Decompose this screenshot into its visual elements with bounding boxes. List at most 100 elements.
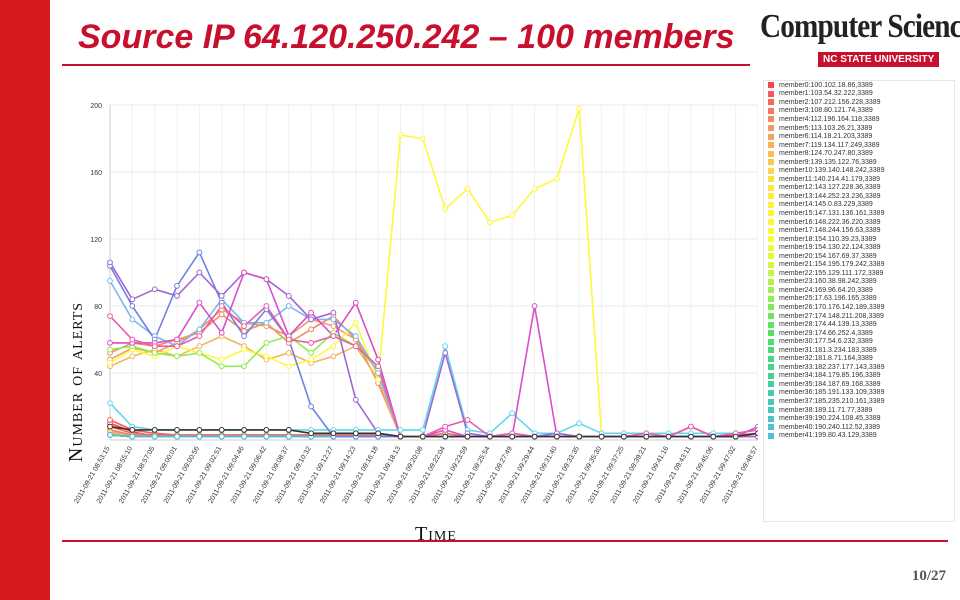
legend-swatch <box>768 304 774 311</box>
legend-label: member33:182.237.177.143,3389 <box>779 363 885 371</box>
y-tick-label: 120 <box>90 237 102 244</box>
legend-swatch <box>768 125 774 131</box>
data-point <box>151 350 158 356</box>
data-point <box>263 340 270 346</box>
data-point <box>419 427 426 433</box>
legend-item: member3:108.80.121.74,3389 <box>764 107 954 116</box>
data-point <box>151 427 158 433</box>
data-point <box>352 430 359 437</box>
page-number: 10/27 <box>911 568 946 584</box>
data-point <box>151 286 158 293</box>
data-point <box>285 363 292 370</box>
data-point <box>218 293 225 299</box>
data-point <box>330 430 337 437</box>
legend-swatch <box>768 201 774 208</box>
legend-item: member2:107.212.156.228,3389 <box>764 98 954 107</box>
series-lines <box>109 107 758 438</box>
data-point <box>352 333 359 340</box>
legend-label: member34:184.179.85.196,3389 <box>779 372 881 380</box>
data-point <box>308 350 315 356</box>
legend-item: member38:189.11.71.77,3389 <box>764 406 954 415</box>
data-point <box>442 205 449 212</box>
legend-label: member8:124.70.247.80,3389 <box>779 150 873 158</box>
chart-gridlines <box>109 104 758 441</box>
data-point <box>308 403 315 410</box>
legend-swatch <box>768 347 774 354</box>
legend-item: member36:185.191.133.109,3389 <box>764 389 954 398</box>
data-point <box>352 396 359 403</box>
y-tick-label: 40 <box>94 371 102 378</box>
data-point <box>308 316 315 323</box>
data-point <box>263 319 270 326</box>
legend-item: member10:139.140.148.242,3389 <box>764 166 954 175</box>
data-point <box>151 343 158 350</box>
legend-item: member31:181.3.234.183,3389 <box>764 346 954 355</box>
series-line <box>109 305 758 438</box>
data-point <box>263 303 270 309</box>
data-point <box>107 346 113 353</box>
legend-swatch <box>768 99 774 106</box>
legend-swatch <box>768 364 774 371</box>
legend-label: member35:184.187.69.168,3389 <box>779 380 881 388</box>
left-accent-bar <box>0 0 50 600</box>
legend-label: member0:100.102.18.86,3389 <box>779 81 873 89</box>
data-point <box>285 427 292 433</box>
legend-swatch <box>768 330 774 337</box>
series-line <box>109 345 758 435</box>
legend-label: member2:107.212.156.228,3389 <box>779 98 881 106</box>
data-point <box>688 423 694 430</box>
data-point <box>330 353 337 360</box>
data-point <box>509 212 516 219</box>
data-point <box>464 417 471 423</box>
data-point <box>419 433 426 440</box>
legend-swatch <box>768 142 774 149</box>
data-point <box>196 333 203 340</box>
legend-label: member21:154.195.179.242,3389 <box>779 261 885 269</box>
legend-label: member14:145.0.83.229,3389 <box>779 201 873 209</box>
y-tick-label: 200 <box>90 103 102 110</box>
series-line <box>109 313 758 438</box>
legend-swatch <box>768 270 774 277</box>
legend-item: member41:199.80.43.129,3389 <box>764 431 954 440</box>
legend-swatch <box>768 381 774 388</box>
data-point <box>397 132 404 138</box>
legend-label: member12:143.127.228.36,3389 <box>779 184 881 192</box>
data-point <box>129 427 136 433</box>
data-point <box>241 433 248 440</box>
legend-swatch <box>768 389 774 396</box>
data-point <box>129 316 136 323</box>
legend-swatch <box>768 313 774 320</box>
data-point <box>308 356 315 363</box>
legend-swatch <box>768 236 774 243</box>
data-point <box>241 346 248 353</box>
data-point <box>464 185 471 192</box>
data-point <box>375 363 382 370</box>
data-point <box>285 336 292 343</box>
legend-swatch <box>768 107 774 114</box>
legend-item: member14:145.0.83.229,3389 <box>764 201 954 210</box>
legend-swatch <box>768 184 774 191</box>
legend-item: member20:154.167.69.37,3389 <box>764 252 954 261</box>
legend-label: member9:139.135.122.76,3389 <box>779 158 877 166</box>
data-point <box>196 433 203 440</box>
legend-label: member25:17.63.196.165,3389 <box>779 295 877 303</box>
legend-swatch <box>768 424 774 431</box>
data-point <box>129 353 136 360</box>
legend-item: member18:154.110.39.23,3389 <box>764 235 954 244</box>
data-point <box>576 433 583 440</box>
data-point <box>129 336 136 343</box>
data-point <box>688 433 694 440</box>
data-point <box>107 313 113 320</box>
legend-item: member30:177.54.6.232,3389 <box>764 337 954 346</box>
data-point <box>174 283 180 289</box>
legend-item: member6:114.18.21.203,3389 <box>764 132 954 141</box>
alerts-line-chart: 40 80 120 160 200 2011-09-21 08:53:152011-09… <box>65 103 758 540</box>
data-point <box>554 433 560 440</box>
legend-swatch <box>768 398 774 405</box>
data-point <box>732 433 739 440</box>
series-line <box>109 425 758 438</box>
slide-title: Source IP 64.120.250.242 – 100 members <box>78 18 735 56</box>
data-point <box>129 303 136 309</box>
data-point <box>755 430 758 437</box>
legend-swatch <box>768 150 774 157</box>
